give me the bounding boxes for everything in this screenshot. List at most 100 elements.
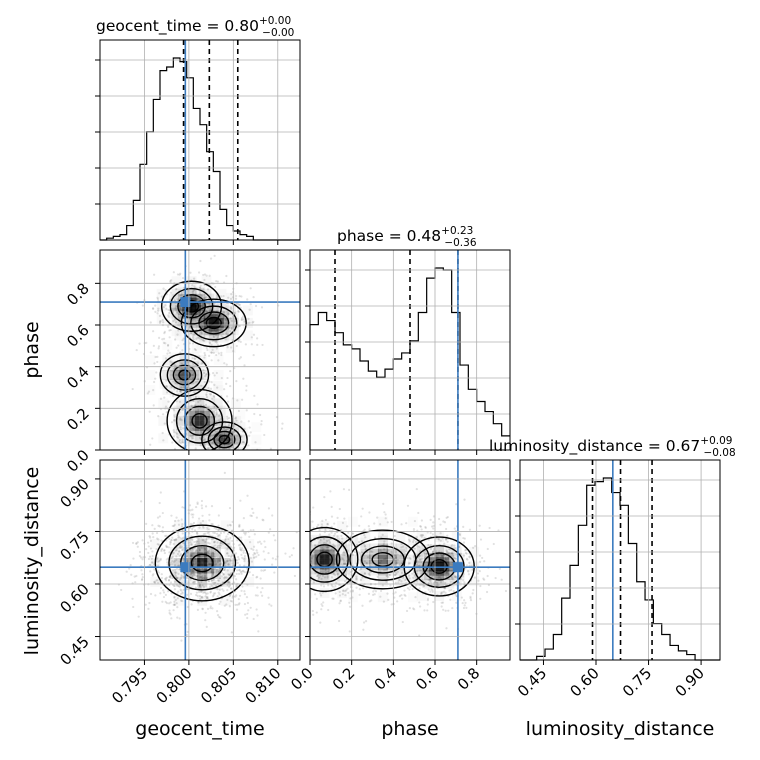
density-point: [233, 575, 236, 578]
density-point: [436, 553, 440, 556]
density-point: [361, 507, 364, 510]
density-point: [153, 362, 156, 365]
density-point: [378, 561, 381, 565]
density-point: [213, 541, 216, 544]
density-point: [307, 569, 309, 571]
density-point: [443, 521, 447, 524]
density-cell: [195, 301, 206, 312]
density-cell: [171, 301, 182, 312]
density-point: [373, 536, 377, 539]
density-point: [303, 576, 305, 578]
density-point: [260, 306, 264, 309]
density-point: [365, 562, 368, 565]
density-point: [364, 545, 367, 548]
density-point: [204, 551, 207, 554]
density-point: [256, 586, 259, 589]
density-point: [217, 529, 220, 532]
density-point: [192, 469, 194, 471]
density-point: [449, 580, 452, 583]
density-point: [237, 544, 241, 547]
density-point: [221, 452, 223, 454]
density-point: [322, 585, 326, 588]
density-point: [239, 570, 242, 573]
density-point: [384, 557, 387, 560]
density-point: [162, 439, 165, 442]
density-point: [259, 413, 262, 417]
density-point: [205, 396, 209, 399]
density-point: [208, 354, 211, 357]
density-cell: [208, 330, 219, 341]
density-cell: [173, 415, 184, 426]
density-point: [213, 559, 217, 562]
density-point: [238, 523, 241, 527]
density-point: [218, 447, 221, 450]
density-point: [242, 315, 245, 318]
density-cell: [340, 544, 350, 555]
density-point: [238, 303, 242, 306]
density-point: [348, 630, 351, 633]
density-point: [128, 567, 131, 570]
density-point: [178, 578, 181, 581]
density-point: [360, 515, 363, 518]
density-point: [204, 568, 208, 571]
density-point: [182, 427, 185, 430]
density-point: [427, 588, 430, 591]
density-point: [211, 571, 214, 574]
density-cell: [169, 378, 180, 389]
density-point: [326, 549, 329, 552]
density-point: [179, 537, 182, 540]
density-point: [306, 586, 308, 588]
density-point: [192, 437, 195, 440]
density-point: [166, 590, 170, 593]
density-point: [447, 558, 450, 561]
density-point: [203, 547, 206, 551]
density-point: [217, 514, 220, 517]
density-point: [171, 552, 175, 555]
truth-marker: [452, 562, 463, 573]
density-point: [161, 600, 164, 603]
density-point: [241, 528, 245, 531]
density-point: [297, 534, 299, 536]
density-point: [210, 522, 213, 526]
density-point: [235, 302, 238, 305]
density-point: [316, 574, 319, 578]
density-cell: [319, 544, 330, 555]
density-point: [211, 523, 214, 526]
density-point: [208, 562, 211, 565]
density-point: [226, 552, 229, 555]
density-cell: [145, 385, 155, 395]
density-point: [333, 587, 336, 590]
density-point: [153, 568, 156, 571]
density-point: [211, 607, 214, 610]
x-tick-label: 0.4: [371, 664, 401, 694]
density-point: [210, 469, 212, 471]
density-point: [250, 560, 254, 563]
density-point: [218, 588, 221, 592]
density-cell: [214, 355, 224, 365]
density-point: [218, 328, 221, 331]
density-point: [237, 309, 240, 313]
density-point: [320, 584, 323, 587]
density-point: [420, 534, 423, 537]
density-cell: [299, 554, 309, 564]
density-point: [158, 559, 161, 563]
density-point: [164, 357, 168, 360]
density-point: [231, 451, 233, 453]
density-point: [181, 438, 184, 441]
density-point: [212, 592, 215, 595]
density-cell: [337, 537, 348, 548]
density-point: [152, 573, 155, 576]
density-point: [243, 602, 247, 606]
density-point: [226, 453, 228, 455]
density-point: [221, 588, 224, 591]
density-point: [394, 591, 397, 594]
density-point: [249, 303, 252, 306]
density-point: [181, 599, 184, 603]
density-point: [214, 550, 217, 553]
density-cell: [205, 415, 216, 426]
density-point: [252, 333, 256, 336]
density-point: [228, 585, 231, 588]
density-point: [464, 548, 468, 552]
density-point: [208, 392, 211, 395]
